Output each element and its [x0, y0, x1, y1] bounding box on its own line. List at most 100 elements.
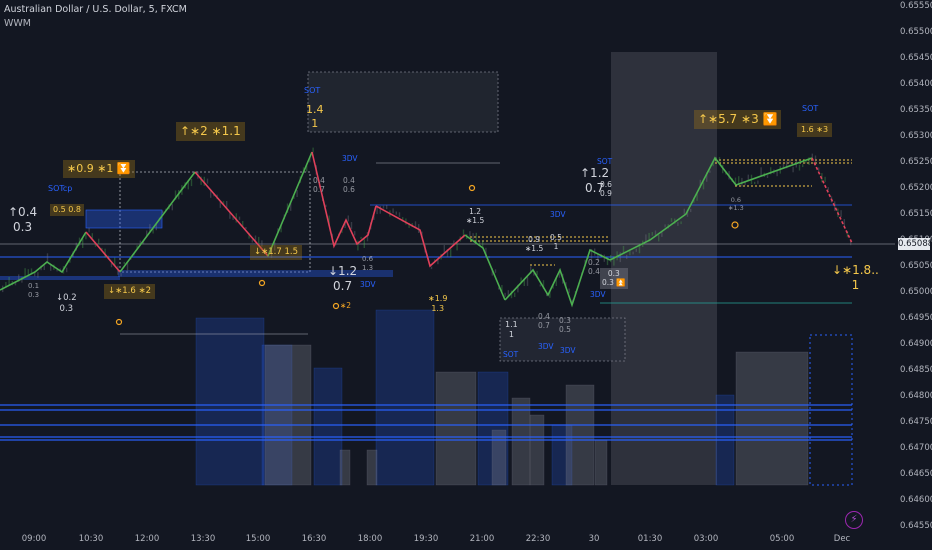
candle: [386, 205, 388, 210]
candle: [805, 160, 807, 164]
candle: [661, 232, 663, 237]
candle: [24, 268, 26, 278]
candle: [30, 268, 33, 274]
candle: [414, 221, 417, 229]
sotcp-label: SOTcp: [48, 184, 73, 193]
wave-label-a15: 0.5 1: [550, 233, 562, 252]
wave-label-a1: ↑0.4 0.3: [8, 205, 38, 234]
wave-label-a4: 0.1 0.3: [28, 282, 40, 299]
price-tick: 0.64650: [900, 469, 932, 479]
wave-badge-a7: ↑∗2 ∗1.1: [176, 122, 245, 141]
candle: [610, 254, 612, 263]
candle: [232, 216, 234, 220]
candle: [203, 176, 205, 186]
time-tick: 30: [588, 534, 600, 544]
wave-label-a11star: ∗2: [340, 301, 352, 310]
candle: [398, 212, 401, 217]
candle: [626, 254, 628, 259]
candle: [293, 195, 295, 199]
wave-label-a18: 0.4 0.7: [538, 312, 550, 331]
yellow-levels: [470, 159, 852, 266]
candle: [98, 238, 100, 244]
candle: [645, 234, 647, 243]
candle: [517, 284, 519, 293]
candle: [786, 161, 788, 169]
candle: [670, 218, 673, 222]
candle: [136, 245, 138, 250]
candle: [798, 164, 801, 171]
candle: [174, 190, 177, 200]
candle: [485, 247, 487, 257]
zigzag: [0, 151, 853, 308]
candle: [808, 157, 810, 165]
range-box: [119, 171, 311, 273]
time-tick: 18:00: [357, 534, 383, 544]
candle: [277, 228, 279, 232]
candle: [325, 204, 327, 207]
wave-badge-a3: ∗0.9 ∗1 ⏬: [63, 160, 135, 178]
candle: [690, 208, 692, 213]
time-tick: 16:30: [301, 534, 327, 544]
price-tick: 0.65150: [900, 209, 932, 219]
candle: [27, 269, 29, 275]
candle: [747, 174, 749, 181]
candle: [66, 267, 68, 273]
symbol-title[interactable]: Australian Dollar / U.S. Dollar, 5, FXCM: [4, 4, 187, 15]
candle: [46, 253, 49, 263]
candle: [843, 219, 845, 227]
candle: [782, 163, 785, 168]
marker-dots: [115, 184, 739, 326]
candle: [149, 224, 151, 233]
candle: [363, 239, 365, 248]
candle: [654, 230, 657, 235]
candle: [635, 248, 637, 252]
candle: [514, 292, 516, 297]
candle: [754, 181, 756, 185]
candle: [21, 276, 23, 283]
candle: [680, 221, 682, 225]
candle: [392, 208, 394, 214]
candle: [613, 256, 615, 266]
indicator-name[interactable]: WWM: [4, 18, 31, 29]
candle: [114, 257, 116, 266]
candle: [18, 274, 20, 282]
lightning-icon[interactable]: ⚡: [845, 511, 863, 529]
candle: [571, 299, 573, 303]
candle: [366, 232, 369, 242]
blue-zone-1: [85, 209, 163, 229]
price-tick: 0.65350: [900, 105, 932, 115]
candle: [789, 159, 791, 164]
candle: [456, 242, 458, 251]
candle: [734, 177, 737, 186]
candle: [568, 288, 570, 294]
volume-bars-blue: [195, 309, 735, 486]
candle: [840, 210, 842, 218]
candle: [494, 269, 497, 273]
candle: [139, 240, 141, 244]
time-tick: 15:00: [245, 534, 271, 544]
candle: [603, 254, 605, 262]
candle: [850, 239, 852, 246]
candle: [744, 181, 746, 186]
candle: [126, 261, 129, 271]
candle: [658, 235, 660, 242]
wave-label-a12: ∗1.9 1.3: [428, 294, 448, 313]
candle: [629, 251, 631, 256]
candle: [469, 231, 471, 237]
candle: [520, 277, 522, 283]
candle: [504, 292, 506, 297]
candle: [235, 213, 237, 223]
wave-label-a22: 0.2 0.4: [588, 258, 600, 277]
time-tick: 09:00: [21, 534, 47, 544]
candle: [88, 227, 90, 233]
candle: [552, 284, 554, 289]
candle: [104, 248, 106, 258]
wave-badge-a6: ↓∗1.6 ∗2: [104, 284, 155, 299]
candle: [664, 224, 666, 228]
candle: [376, 207, 378, 215]
candle: [37, 272, 39, 278]
candle: [827, 187, 829, 191]
candle: [85, 232, 87, 240]
3dv-label-a22: 3DV: [590, 290, 606, 299]
